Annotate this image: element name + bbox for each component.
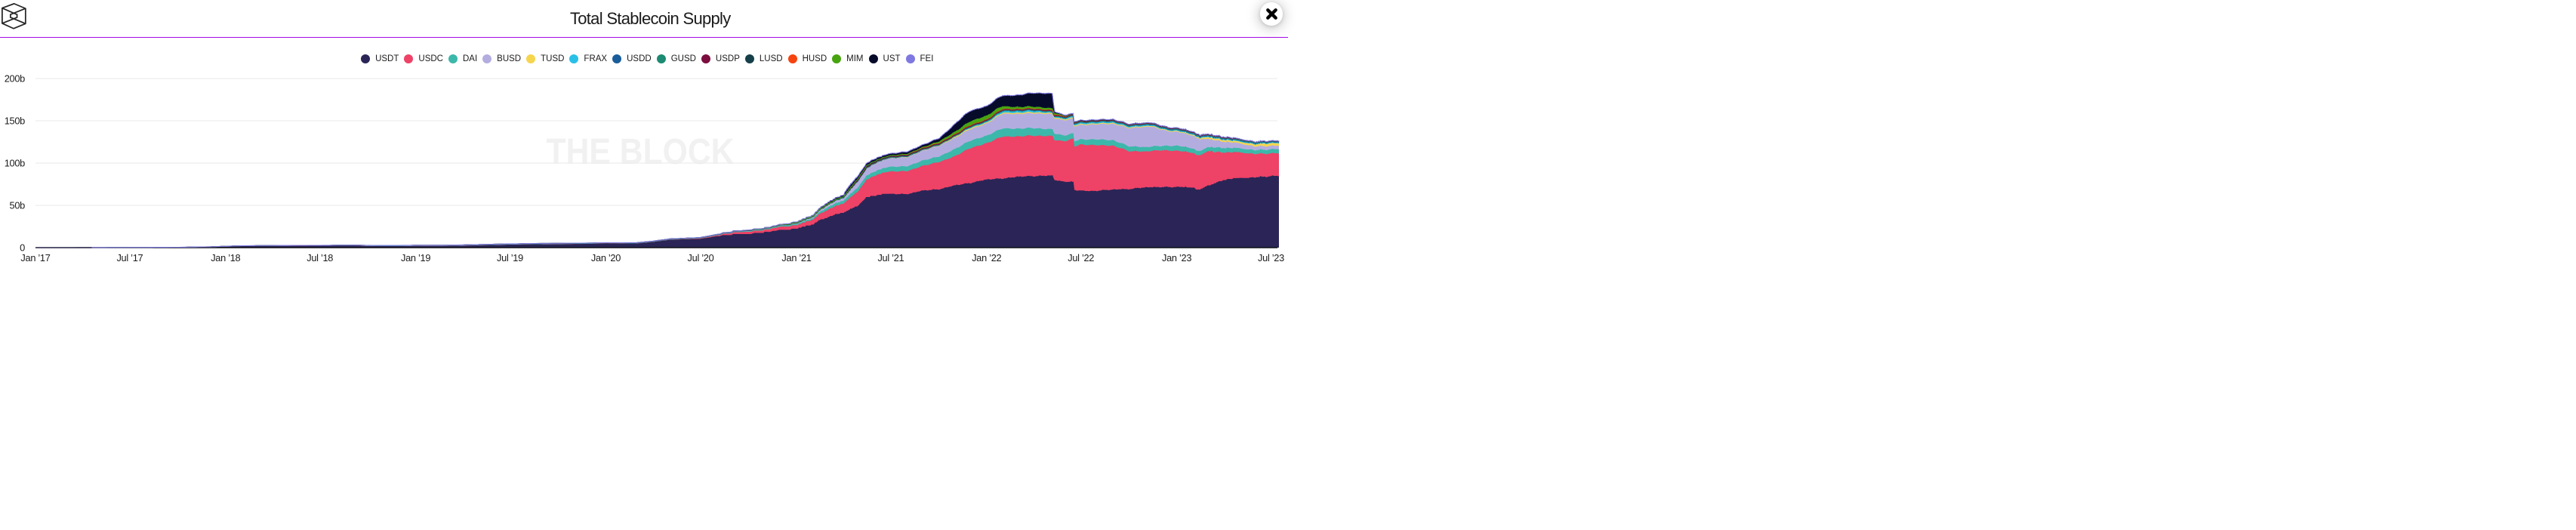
svg-text:Jan ’18: Jan ’18 [211,252,240,263]
svg-text:Jan ’23: Jan ’23 [1162,252,1191,263]
svg-text:Jul ’18: Jul ’18 [307,252,333,263]
svg-text:Jul ’21: Jul ’21 [877,252,904,263]
svg-text:Jan ’22: Jan ’22 [972,252,1001,263]
svg-text:Jul ’19: Jul ’19 [497,252,523,263]
svg-text:Jan ’17: Jan ’17 [20,252,50,263]
svg-text:0: 0 [20,242,25,254]
svg-text:Jan ’19: Jan ’19 [401,252,430,263]
svg-text:Jan ’20: Jan ’20 [591,252,621,263]
svg-text:THE BLOCK: THE BLOCK [547,132,735,172]
svg-text:200b: 200b [5,73,25,85]
svg-text:150b: 150b [5,116,25,127]
svg-text:Jul ’23: Jul ’23 [1258,252,1284,263]
svg-text:100b: 100b [5,158,25,169]
svg-text:Jan ’21: Jan ’21 [781,252,811,263]
svg-text:50b: 50b [10,200,26,211]
svg-text:Jul ’20: Jul ’20 [688,252,714,263]
svg-text:Jul ’17: Jul ’17 [116,252,143,263]
svg-text:Jul ’22: Jul ’22 [1068,252,1094,263]
